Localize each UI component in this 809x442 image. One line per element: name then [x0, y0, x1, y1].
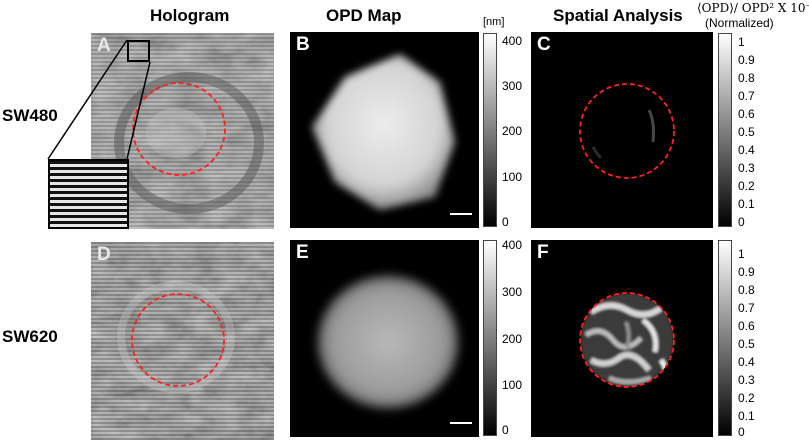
row-label-sw620: SW620 — [2, 327, 58, 346]
opd-map-title: OPD Map — [326, 6, 402, 25]
opd-colorbar-sw620 — [483, 240, 497, 436]
tick: 100 — [502, 378, 523, 392]
spatial-analysis-image-sw620: F — [531, 240, 713, 437]
spatial-colorbar-sw480 — [718, 33, 732, 227]
panel-label-a: A — [97, 35, 111, 56]
tick: 200 — [502, 332, 523, 346]
tick: 400 — [502, 34, 523, 48]
tick: 0.6 — [738, 107, 755, 121]
tick: 0.1 — [738, 409, 755, 423]
tick: 1 — [738, 247, 745, 261]
tick: 0.4 — [738, 143, 755, 157]
tick: 100 — [502, 170, 523, 184]
panel-label-c: C — [537, 34, 551, 55]
tick: 1 — [738, 35, 745, 49]
opd-map-image-sw620: E — [290, 240, 479, 437]
tick: 0.1 — [738, 197, 755, 211]
opd-unit-label: [nm] — [483, 16, 505, 28]
tick: 0 — [738, 425, 745, 439]
tick: 300 — [502, 285, 523, 299]
row-label-sw480: SW480 — [2, 106, 58, 125]
tick: 0.3 — [738, 161, 755, 175]
hologram-title: Hologram — [150, 6, 230, 25]
tick: 0.9 — [738, 265, 755, 279]
spatial-analysis-title: Spatial Analysis — [553, 6, 683, 25]
panel-label-b: B — [296, 34, 310, 55]
tick: 0 — [502, 423, 509, 437]
tick: 0.7 — [738, 89, 755, 103]
tick: 0.4 — [738, 355, 755, 369]
tick: 0.8 — [738, 283, 755, 297]
zoom-region-box — [127, 40, 150, 62]
spatial-formula-label: ⟨OPD⟩/ OPD² X 10⁻³ — [697, 1, 809, 15]
tick: 0.9 — [738, 53, 755, 67]
tick: 400 — [502, 238, 523, 252]
tick: 0.5 — [738, 125, 755, 139]
tick: 0.2 — [738, 391, 755, 405]
tick: 0 — [502, 215, 509, 229]
tick: 300 — [502, 79, 523, 93]
tick: 0.3 — [738, 373, 755, 387]
tick: 0.8 — [738, 71, 755, 85]
tick: 200 — [502, 124, 523, 138]
tick: 0 — [738, 215, 745, 229]
spatial-analysis-image-sw480: C — [531, 32, 713, 228]
spatial-colorbar-sw620 — [718, 240, 732, 436]
tick: 0.7 — [738, 301, 755, 315]
opd-colorbar-sw480 — [483, 33, 497, 227]
panel-label-e: E — [296, 242, 309, 263]
normalized-label: (Normalized) — [705, 16, 774, 30]
panel-label-f: F — [537, 242, 549, 263]
opd-map-image-sw480: B — [290, 32, 479, 228]
hologram-image-sw620: D — [91, 242, 274, 440]
panel-label-d: D — [97, 244, 111, 265]
tick: 0.2 — [738, 179, 755, 193]
tick: 0.6 — [738, 319, 755, 333]
tick: 0.5 — [738, 337, 755, 351]
fringe-zoom-inset — [48, 159, 129, 229]
